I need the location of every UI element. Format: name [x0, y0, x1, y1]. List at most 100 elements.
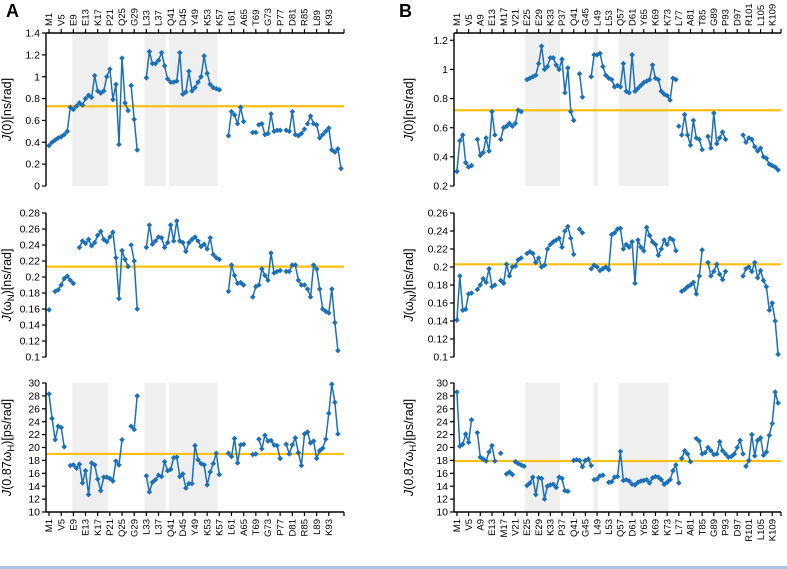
svg-text:Y49: Y49 — [190, 519, 201, 536]
svg-text:24: 24 — [436, 416, 448, 428]
svg-text:K17: K17 — [93, 519, 104, 536]
svg-text:28: 28 — [436, 391, 448, 403]
svg-text:Q41: Q41 — [166, 8, 177, 26]
svg-text:A65: A65 — [239, 519, 250, 536]
svg-text:T69: T69 — [251, 10, 262, 26]
svg-text:G45: G45 — [581, 8, 592, 26]
svg-text:1: 1 — [34, 71, 40, 83]
svg-text:K57: K57 — [215, 519, 226, 536]
svg-text:16: 16 — [436, 468, 448, 480]
svg-text:1: 1 — [442, 64, 448, 76]
svg-text:V5: V5 — [464, 14, 475, 26]
svg-text:A81: A81 — [686, 519, 697, 536]
svg-text:P77: P77 — [275, 519, 286, 536]
svg-text:0.4: 0.4 — [433, 151, 448, 163]
svg-text:P93: P93 — [721, 519, 732, 536]
svg-text:E9: E9 — [69, 519, 80, 531]
svg-text:P93: P93 — [721, 9, 732, 26]
svg-text:D61: D61 — [627, 9, 638, 26]
bottom-strip — [0, 566, 787, 569]
svg-text:M1: M1 — [44, 519, 55, 532]
svg-text:20: 20 — [28, 442, 40, 454]
svg-text:K57: K57 — [215, 9, 226, 26]
svg-text:P37: P37 — [557, 9, 568, 26]
svg-text:0.12: 0.12 — [428, 334, 449, 346]
svg-text:18: 18 — [28, 455, 40, 467]
svg-text:E13: E13 — [81, 9, 92, 26]
svg-text:L33: L33 — [142, 10, 153, 26]
svg-text:D81: D81 — [288, 519, 299, 536]
svg-text:22: 22 — [28, 429, 40, 441]
svg-text:0.1: 0.1 — [25, 352, 40, 364]
svg-text:L53: L53 — [604, 10, 615, 26]
svg-text:J(0)[ns/rad]: J(0)[ns/rad] — [402, 78, 416, 142]
svg-text:26: 26 — [28, 403, 40, 415]
svg-text:0.24: 0.24 — [20, 240, 41, 252]
svg-text:G73: G73 — [263, 519, 274, 537]
svg-text:R101: R101 — [744, 3, 755, 26]
svg-text:0.2: 0.2 — [433, 181, 448, 193]
svg-text:L105: L105 — [756, 519, 767, 540]
svg-text:Q41: Q41 — [569, 519, 580, 537]
svg-text:K17: K17 — [93, 9, 104, 26]
svg-text:L77: L77 — [674, 10, 685, 26]
svg-text:12: 12 — [436, 494, 448, 506]
svg-text:0.2: 0.2 — [25, 272, 40, 284]
svg-text:J(ωN)[ns/rad]: J(ωN)[ns/rad] — [402, 249, 419, 323]
svg-text:L33: L33 — [142, 519, 153, 535]
svg-text:V5: V5 — [464, 519, 475, 531]
svg-text:0.26: 0.26 — [20, 224, 41, 236]
svg-text:G29: G29 — [129, 8, 140, 26]
svg-text:Y49: Y49 — [190, 9, 201, 26]
svg-text:P21: P21 — [105, 9, 116, 26]
svg-text:V5: V5 — [56, 14, 67, 26]
svg-text:14: 14 — [28, 481, 40, 493]
svg-text:V21: V21 — [511, 9, 522, 26]
panel-label-b: B — [399, 1, 412, 21]
svg-text:0.8: 0.8 — [433, 93, 448, 105]
svg-text:T85: T85 — [697, 10, 708, 26]
chart-a-jwn: 0.1 0.12 0.14 0.16 0.18 0.2 0.22 0.24 0.26 0.28 J(… — [0, 208, 344, 364]
svg-text:K53: K53 — [202, 519, 213, 536]
svg-text:A81: A81 — [686, 9, 697, 26]
svg-text:E29: E29 — [534, 519, 545, 536]
svg-text:Q25: Q25 — [117, 8, 128, 26]
svg-text:0.22: 0.22 — [428, 244, 449, 256]
svg-text:K69: K69 — [651, 519, 662, 536]
svg-text:A65: A65 — [239, 9, 250, 26]
chart-a-j0: 0 0.2 0.4 0.6 0.8 1 1.2 1.4 J(0)[ns/rad] M1 V5 E9 E1… — [0, 8, 345, 193]
svg-text:0: 0 — [34, 181, 40, 193]
svg-text:30: 30 — [436, 378, 448, 390]
svg-text:R101: R101 — [744, 519, 755, 542]
svg-text:G89: G89 — [709, 8, 720, 26]
svg-text:M17: M17 — [499, 8, 510, 26]
svg-text:D61: D61 — [627, 519, 638, 536]
svg-text:L37: L37 — [154, 519, 165, 535]
svg-text:K93: K93 — [324, 9, 335, 26]
svg-text:D45: D45 — [178, 9, 189, 26]
svg-text:D45: D45 — [178, 519, 189, 536]
svg-text:26: 26 — [436, 403, 448, 415]
chart-b-j0: 0.2 0.4 0.6 0.8 1 1.2 J(0)[ns/rad] M1 V5 A9 E13 M17… — [402, 3, 782, 193]
svg-text:K73: K73 — [662, 519, 673, 536]
svg-text:E13: E13 — [487, 9, 498, 26]
svg-text:D97: D97 — [732, 9, 743, 26]
svg-text:10: 10 — [436, 507, 448, 519]
svg-text:P77: P77 — [275, 9, 286, 26]
svg-text:K33: K33 — [546, 519, 557, 536]
svg-text:K73: K73 — [662, 9, 673, 26]
svg-text:0.14: 0.14 — [20, 320, 41, 332]
svg-text:L37: L37 — [154, 10, 165, 26]
svg-text:Q57: Q57 — [616, 8, 627, 26]
svg-text:K53: K53 — [202, 9, 213, 26]
svg-text:14: 14 — [436, 481, 448, 493]
svg-text:M1: M1 — [452, 519, 463, 532]
svg-text:L53: L53 — [604, 519, 615, 535]
svg-text:20: 20 — [436, 442, 448, 454]
svg-text:K93: K93 — [324, 519, 335, 536]
svg-text:M1: M1 — [44, 13, 55, 26]
svg-text:0.22: 0.22 — [20, 256, 41, 268]
svg-text:1.2: 1.2 — [25, 49, 40, 61]
